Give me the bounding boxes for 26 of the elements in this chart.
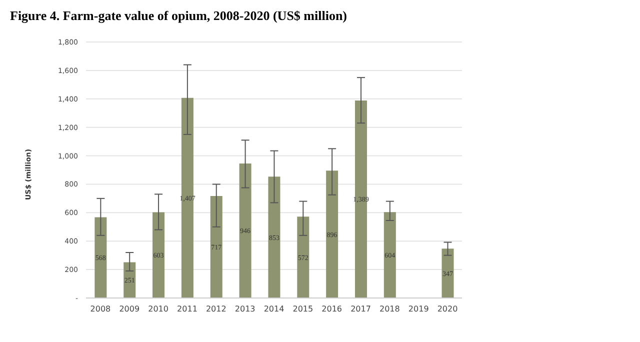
x-tick-label: 2020: [437, 304, 458, 314]
x-tick-label: 2012: [206, 304, 226, 314]
bar: [442, 248, 454, 298]
bar: [210, 196, 222, 298]
bar: [94, 217, 107, 298]
bar: [354, 100, 367, 298]
chart-title: Figure 4. Farm-gate value of opium, 2008-2020 (US$ million): [10, 8, 348, 24]
x-tick-label: 2013: [234, 304, 256, 314]
bar: [152, 212, 165, 298]
bar: [268, 176, 280, 298]
bar: [326, 170, 338, 298]
bar: [239, 163, 252, 298]
x-tick-label: 2015: [292, 304, 314, 314]
x-tick-label: 2010: [148, 304, 168, 314]
x-tick-label: 2008: [90, 304, 111, 314]
bar: [181, 98, 194, 298]
x-tick-label: 2016: [322, 304, 342, 314]
x-tick-label: 2009: [119, 304, 140, 314]
x-tick-label: 2019: [408, 304, 429, 314]
bar: [384, 212, 396, 298]
x-tick-label: 2011: [177, 304, 198, 314]
x-tick-label: 2017: [350, 304, 371, 314]
bar: [297, 216, 310, 298]
bar: [124, 262, 136, 298]
x-tick-label: 2014: [264, 304, 284, 314]
x-tick-label: 2018: [380, 304, 400, 314]
